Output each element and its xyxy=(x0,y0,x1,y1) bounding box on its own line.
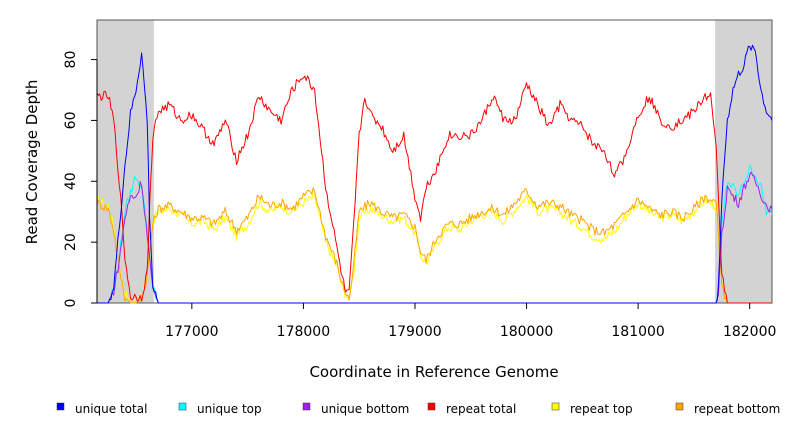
legend-label-unique-bottom: unique bottom xyxy=(321,402,409,416)
x-tick-label: 178000 xyxy=(277,324,330,340)
legend-swatch-repeat-bottom xyxy=(675,402,684,411)
legend-label-repeat-top: repeat top xyxy=(570,402,633,416)
legend-swatch-repeat-total xyxy=(427,402,436,411)
y-tick-label: 40 xyxy=(63,172,79,190)
series-line-repeat-top xyxy=(96,192,772,304)
x-tick-label: 180000 xyxy=(500,324,553,340)
legend-swatch-repeat-top xyxy=(551,402,560,411)
y-tick-label: 60 xyxy=(63,112,79,130)
shaded-regions xyxy=(97,20,772,303)
series-line-repeat-total xyxy=(96,75,772,304)
series-line-unique-total xyxy=(97,44,773,304)
shaded-region-right-flank xyxy=(715,20,772,303)
x-tick-label: 182000 xyxy=(723,324,776,340)
series-line-repeat-bottom xyxy=(96,187,772,304)
y-axis-title: Read Coverage Depth xyxy=(23,80,41,245)
series-lines xyxy=(96,44,773,304)
legend-label-unique-top: unique top xyxy=(197,402,262,416)
x-tick-label: 177000 xyxy=(165,324,218,340)
legend-swatch-unique-top xyxy=(178,402,187,411)
x-axis-title: Coordinate in Reference Genome xyxy=(309,363,558,381)
legend: unique total unique top unique bottom repea… xyxy=(56,402,780,416)
legend-swatch-unique-bottom xyxy=(302,402,311,411)
legend-swatch-unique-total xyxy=(56,402,65,411)
plot-frame xyxy=(96,19,773,304)
y-tick-label: 80 xyxy=(63,51,79,69)
y-tick-label: 20 xyxy=(63,233,79,251)
x-tick-label: 181000 xyxy=(611,324,664,340)
legend-label-repeat-bottom: repeat bottom xyxy=(694,402,780,416)
legend-label-repeat-total: repeat total xyxy=(446,402,516,416)
x-tick-label: 179000 xyxy=(388,324,441,340)
legend-label-unique-total: unique total xyxy=(75,402,147,416)
y-tick-label: 0 xyxy=(63,299,79,308)
series-line-unique-top xyxy=(97,164,773,304)
y-axis: 0 20 40 60 80 xyxy=(63,51,98,308)
series-line-unique-bottom xyxy=(97,171,773,304)
x-axis: 177000 178000 179000 180000 181000 182000 xyxy=(165,303,776,340)
